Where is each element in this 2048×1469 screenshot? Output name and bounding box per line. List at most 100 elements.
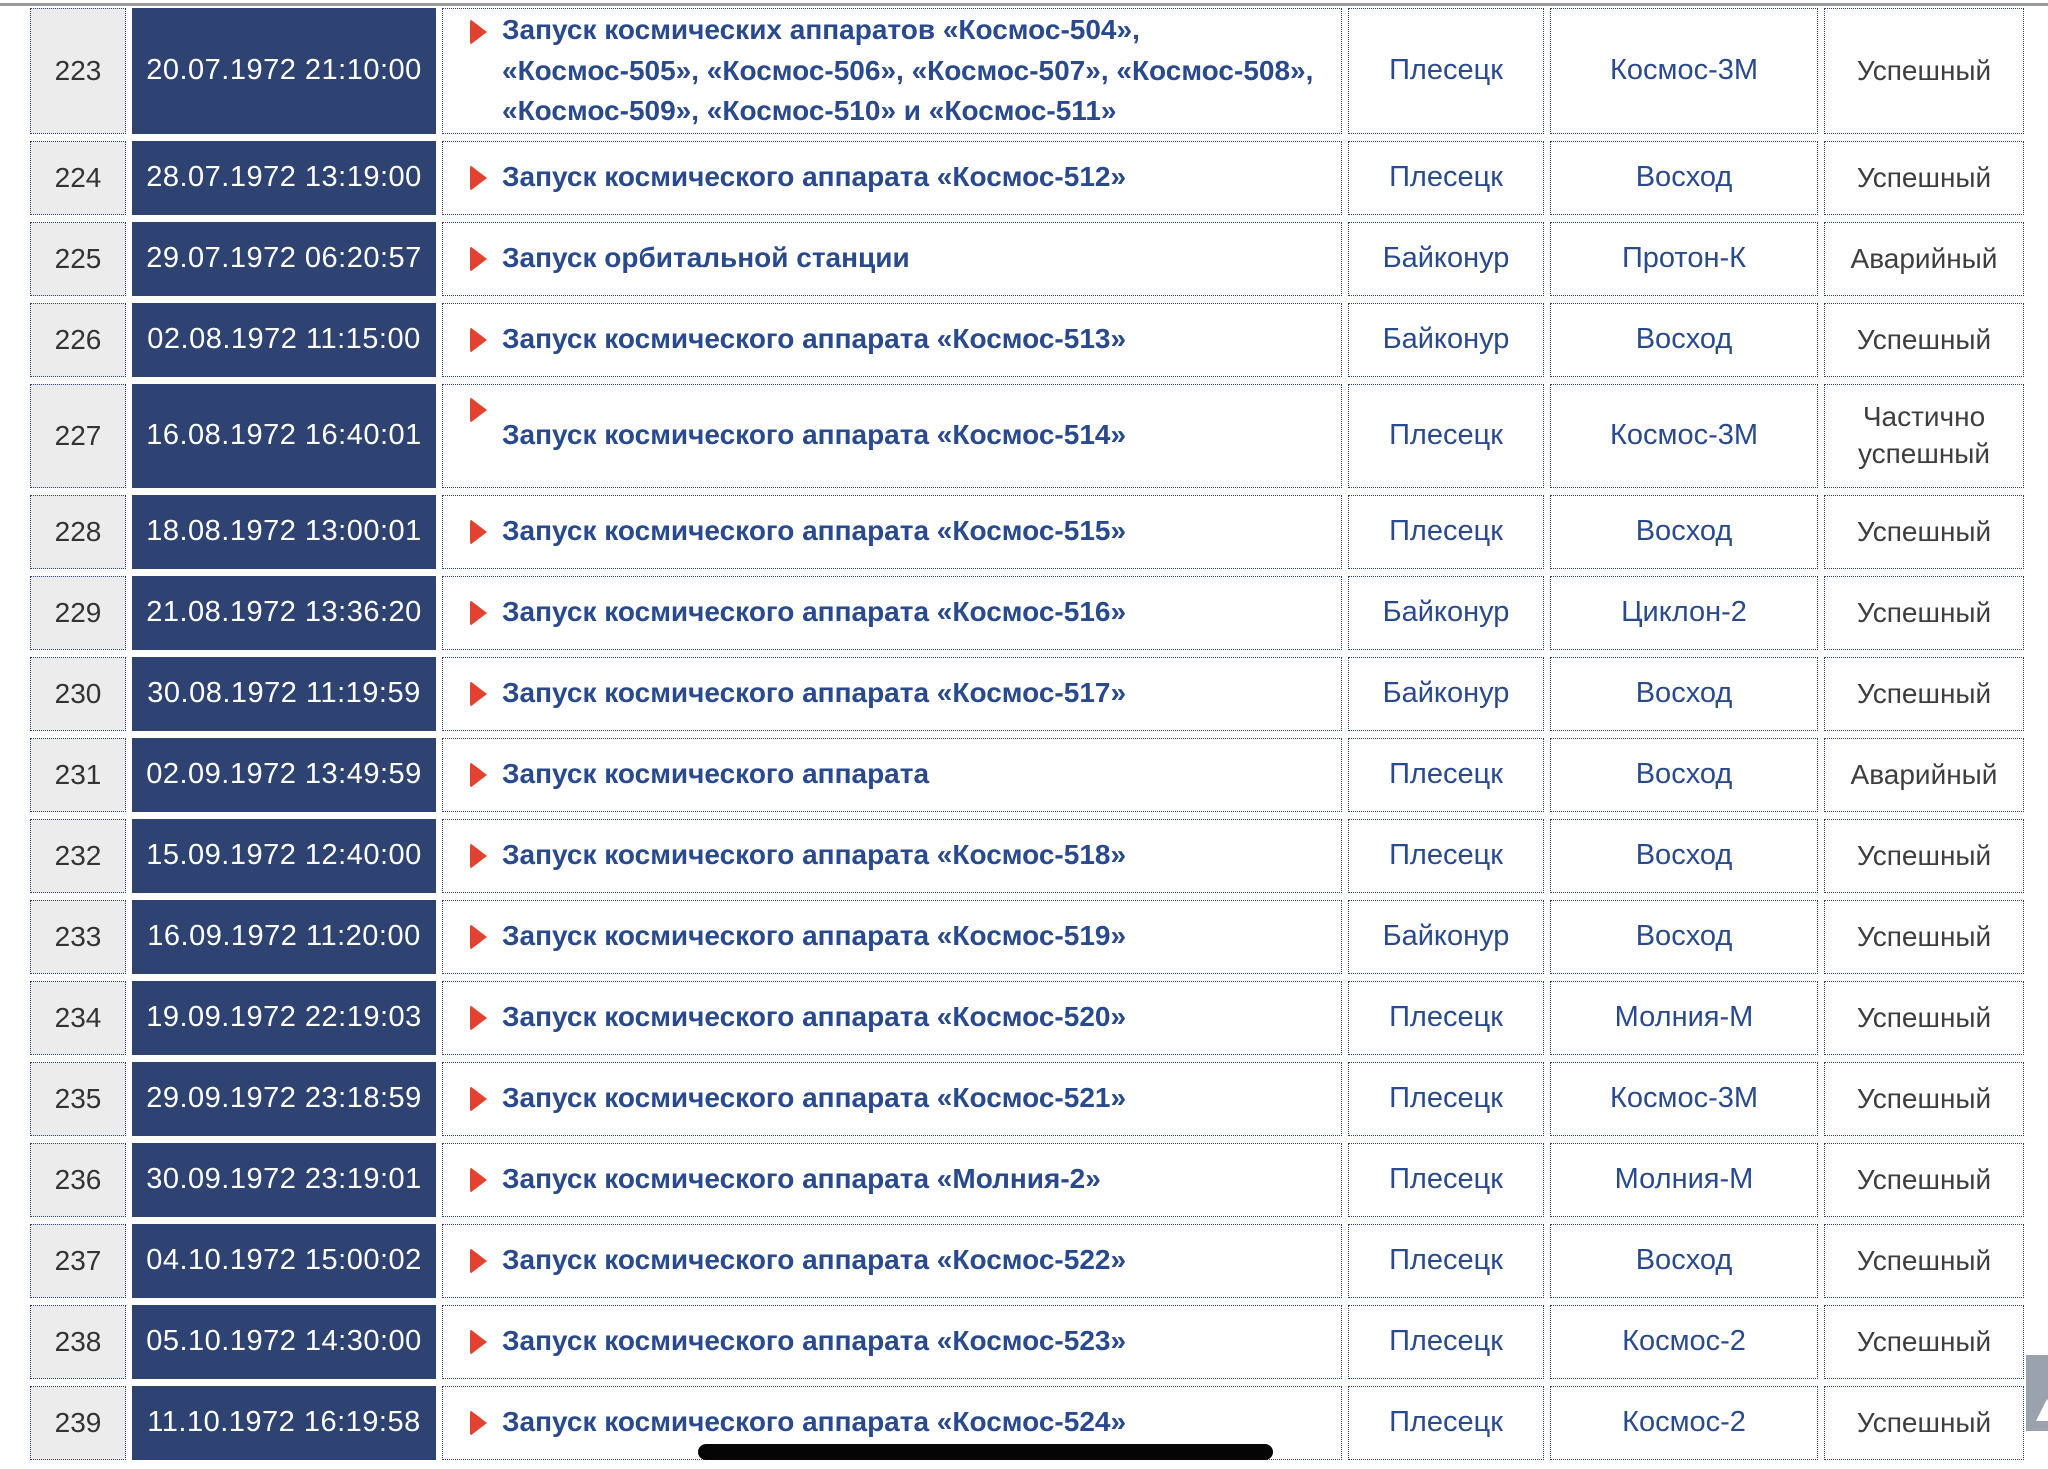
table-row: 235 29.09.1972 23:18:59 Запуск космическ… [30, 1061, 2024, 1136]
launch-datetime-cell: 04.10.1972 15:00:02 [132, 1223, 436, 1298]
launch-description-cell: Запуск орбитальной станции [442, 221, 1342, 296]
launch-description-cell: Запуск космического аппарата «Молния-2» [442, 1142, 1342, 1217]
launch-table: 223 20.07.1972 21:10:00 Запуск космическ… [24, 1, 2030, 1467]
row-number: 235 [54, 1082, 102, 1114]
row-number: 237 [54, 1244, 102, 1276]
launch-datetime: 16.09.1972 11:20:00 [147, 920, 421, 953]
table-row: 231 02.09.1972 13:49:59 Запуск космическ… [30, 737, 2024, 812]
launch-description-link[interactable]: Запуск космического аппарата «Космос-512… [502, 161, 1127, 193]
launch-description-link[interactable]: Запуск космического аппарата «Космос-518… [502, 839, 1127, 871]
row-number: 230 [54, 677, 102, 709]
row-number-cell: 232 [30, 818, 126, 893]
row-number-cell: 238 [30, 1304, 126, 1379]
launch-datetime-cell: 16.08.1972 16:40:01 [132, 383, 436, 488]
red-right-triangle-marker-icon [470, 1166, 487, 1193]
row-number-cell: 226 [30, 302, 126, 377]
table-row: 232 15.09.1972 12:40:00 Запуск космическ… [30, 818, 2024, 893]
launch-description-wrap: Запуск космического аппарата «Космос-512… [444, 157, 1340, 198]
launch-status-cell: Успешный [1824, 302, 2024, 377]
launch-status-cell: Успешный [1824, 1142, 2024, 1217]
row-number: 225 [54, 242, 102, 274]
launch-description-link[interactable]: Запуск космического аппарата «Космос-521… [502, 1082, 1127, 1114]
row-number-cell: 227 [30, 383, 126, 488]
row-number: 227 [54, 419, 102, 451]
launch-datetime: 11.10.1972 16:19:58 [147, 1406, 421, 1439]
launch-description-link[interactable]: Запуск космических аппаратов «Космос-504… [502, 14, 1314, 127]
launch-description-link[interactable]: Запуск космического аппарата «Космос-517… [502, 677, 1127, 709]
launch-description-cell: Запуск космического аппарата «Космос-519… [442, 899, 1342, 974]
rocket-type-cell: Космос-2 [1550, 1385, 1818, 1460]
top-divider [0, 3, 2048, 6]
row-number-cell: 235 [30, 1061, 126, 1136]
launch-site-cell: Плесецк [1348, 140, 1544, 215]
launch-description-link[interactable]: Запуск космического аппарата [502, 758, 930, 790]
table-row: 228 18.08.1972 13:00:01 Запуск космическ… [30, 494, 2024, 569]
launch-description-link[interactable]: Запуск космического аппарата «Космос-514… [502, 419, 1127, 451]
row-number: 229 [54, 596, 102, 628]
launch-datetime: 21.08.1972 13:36:20 [146, 596, 422, 629]
launch-description-link[interactable]: Запуск космического аппарата «Космос-524… [502, 1406, 1127, 1438]
row-number-cell: 229 [30, 575, 126, 650]
launch-description-link[interactable]: Запуск космического аппарата «Космос-515… [502, 515, 1127, 547]
launch-datetime-cell: 16.09.1972 11:20:00 [132, 899, 436, 974]
scroll-to-top-button[interactable] [2026, 1355, 2048, 1431]
launch-description-cell: Запуск космического аппарата [442, 737, 1342, 812]
launch-description-wrap: Запуск космического аппарата «Космос-523… [444, 1321, 1340, 1362]
rocket-type-cell: Космос-2 [1550, 1304, 1818, 1379]
launch-site-cell: Плесецк [1348, 1223, 1544, 1298]
launch-description-link[interactable]: Запуск космического аппарата «Молния-2» [502, 1163, 1101, 1195]
launch-description-link[interactable]: Запуск космического аппарата «Космос-522… [502, 1244, 1127, 1276]
rocket-type-cell: Восход [1550, 899, 1818, 974]
launch-description-link[interactable]: Запуск космического аппарата «Космос-519… [502, 920, 1127, 952]
launch-site-cell: Плесецк [1348, 737, 1544, 812]
launch-status-cell: Успешный [1824, 980, 2024, 1055]
red-right-triangle-marker-icon [470, 1328, 487, 1355]
rocket-type-cell: Восход [1550, 1223, 1818, 1298]
launch-description-wrap: Запуск космического аппарата [444, 754, 1340, 795]
table-row: 223 20.07.1972 21:10:00 Запуск космическ… [30, 8, 2024, 134]
launch-description-cell: Запуск космического аппарата «Космос-521… [442, 1061, 1342, 1136]
launch-datetime-cell: 15.09.1972 12:40:00 [132, 818, 436, 893]
launch-description-wrap: Запуск космического аппарата «Молния-2» [444, 1159, 1340, 1200]
red-right-triangle-marker-icon [470, 761, 487, 788]
annotation-underline-bar [698, 1444, 1273, 1460]
launch-description-cell: Запуск космического аппарата «Космос-522… [442, 1223, 1342, 1298]
row-number-cell: 225 [30, 221, 126, 296]
launch-status-cell: Аварийный [1824, 221, 2024, 296]
arrow-up-icon [2036, 1399, 2048, 1421]
launch-description-cell: Запуск космического аппарата «Космос-514… [442, 383, 1342, 488]
launch-description-cell: Запуск космического аппарата «Космос-520… [442, 980, 1342, 1055]
launch-description-link[interactable]: Запуск космического аппарата «Космос-523… [502, 1325, 1127, 1357]
launch-datetime-cell: 02.08.1972 11:15:00 [132, 302, 436, 377]
launch-description-link[interactable]: Запуск космического аппарата «Космос-516… [502, 596, 1127, 628]
table-row: 224 28.07.1972 13:19:00 Запуск космическ… [30, 140, 2024, 215]
row-number-cell: 237 [30, 1223, 126, 1298]
launch-description-link[interactable]: Запуск орбитальной станции [502, 242, 910, 274]
table-row: 233 16.09.1972 11:20:00 Запуск космическ… [30, 899, 2024, 974]
launch-description-wrap: Запуск космического аппарата «Космос-517… [444, 673, 1340, 714]
table-row: 229 21.08.1972 13:36:20 Запуск космическ… [30, 575, 2024, 650]
launch-site-cell: Плесецк [1348, 1304, 1544, 1379]
table-row: 238 05.10.1972 14:30:00 Запуск космическ… [30, 1304, 2024, 1379]
rocket-type-cell: Космос-3М [1550, 383, 1818, 488]
launch-status-cell: Аварийный [1824, 737, 2024, 812]
red-right-triangle-marker-icon [470, 164, 487, 191]
red-right-triangle-marker-icon [470, 923, 487, 950]
launch-datetime: 05.10.1972 14:30:00 [146, 1325, 422, 1358]
row-number: 232 [54, 839, 102, 871]
launch-site-cell: Плесецк [1348, 1061, 1544, 1136]
launch-datetime-cell: 02.09.1972 13:49:59 [132, 737, 436, 812]
launch-datetime: 30.09.1972 23:19:01 [146, 1163, 422, 1196]
launch-description-cell: Запуск космического аппарата «Космос-518… [442, 818, 1342, 893]
row-number-cell: 224 [30, 140, 126, 215]
launch-site-cell: Плесецк [1348, 8, 1544, 134]
row-number: 226 [54, 323, 102, 355]
rocket-type-cell: Космос-3М [1550, 1061, 1818, 1136]
launch-description-link[interactable]: Запуск космического аппарата «Космос-513… [502, 323, 1127, 355]
row-number-cell: 223 [30, 8, 126, 134]
launch-description-link[interactable]: Запуск космического аппарата «Космос-520… [502, 1001, 1127, 1033]
launch-description-wrap: Запуск космических аппаратов «Космос-504… [444, 10, 1340, 132]
row-number-cell: 228 [30, 494, 126, 569]
launch-datetime: 19.09.1972 22:19:03 [146, 1001, 422, 1034]
red-right-triangle-marker-icon [470, 518, 487, 545]
